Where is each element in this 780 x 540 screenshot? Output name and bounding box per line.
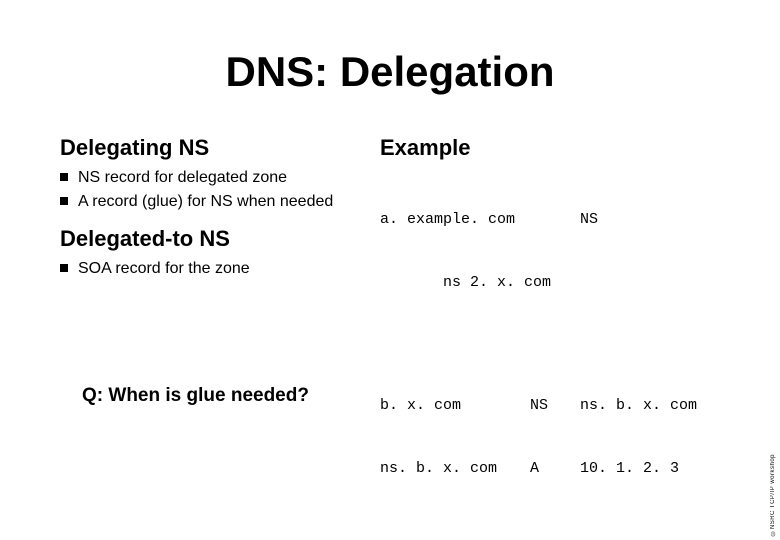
dns-row: a. example. com NS — [380, 209, 740, 230]
bullet-text: NS record for delegated zone — [78, 167, 370, 189]
bullet-text: A record (glue) for NS when needed — [78, 191, 370, 213]
dns-type: NS — [530, 395, 580, 416]
question-text: Q: When is glue needed? — [82, 385, 309, 407]
bullet-group-2: SOA record for the zone — [60, 258, 370, 280]
dns-name: b. x. com — [380, 395, 530, 416]
square-bullet-icon — [60, 173, 68, 181]
bullet-group-1: NS record for delegated zone A record (g… — [60, 167, 370, 212]
dns-value: 10. 1. 2. 3 — [580, 458, 740, 479]
heading-delegated-to-ns: Delegated-to NS — [60, 226, 370, 252]
bullet-item: SOA record for the zone — [60, 258, 370, 280]
bullet-item: A record (glue) for NS when needed — [60, 191, 370, 213]
right-column: Example a. example. com NS ns 2. x. com … — [380, 135, 740, 540]
bullet-text: SOA record for the zone — [78, 258, 370, 280]
square-bullet-icon — [60, 264, 68, 272]
slide: DNS: Delegation Delegating NS NS record … — [0, 0, 780, 540]
spacer — [380, 521, 740, 539]
dns-value: ns. b. x. com — [580, 395, 740, 416]
dns-example-block: a. example. com NS ns 2. x. com b. x. co… — [380, 167, 740, 540]
dns-value — [580, 272, 740, 293]
dns-type: A — [530, 458, 580, 479]
dns-name: ns 2. x. com — [380, 272, 530, 293]
dns-row: b. x. com NS ns. b. x. com — [380, 395, 740, 416]
square-bullet-icon — [60, 197, 68, 205]
dns-row: ns. b. x. com A 10. 1. 2. 3 — [380, 458, 740, 479]
dns-value: NS — [580, 209, 740, 230]
bullet-item: NS record for delegated zone — [60, 167, 370, 189]
dns-name: ns. b. x. com — [380, 458, 530, 479]
footer-credit: ©NSRC TCP/IP workshop — [770, 454, 776, 536]
dns-type — [530, 272, 580, 293]
heading-example: Example — [380, 135, 740, 161]
heading-delegating-ns: Delegating NS — [60, 135, 370, 161]
left-column: Delegating NS NS record for delegated zo… — [60, 135, 370, 294]
dns-name: a. example. com — [380, 209, 530, 230]
dns-type — [530, 209, 580, 230]
dns-row: ns 2. x. com — [380, 272, 740, 293]
spacer — [380, 335, 740, 353]
page-title: DNS: Delegation — [0, 48, 780, 96]
